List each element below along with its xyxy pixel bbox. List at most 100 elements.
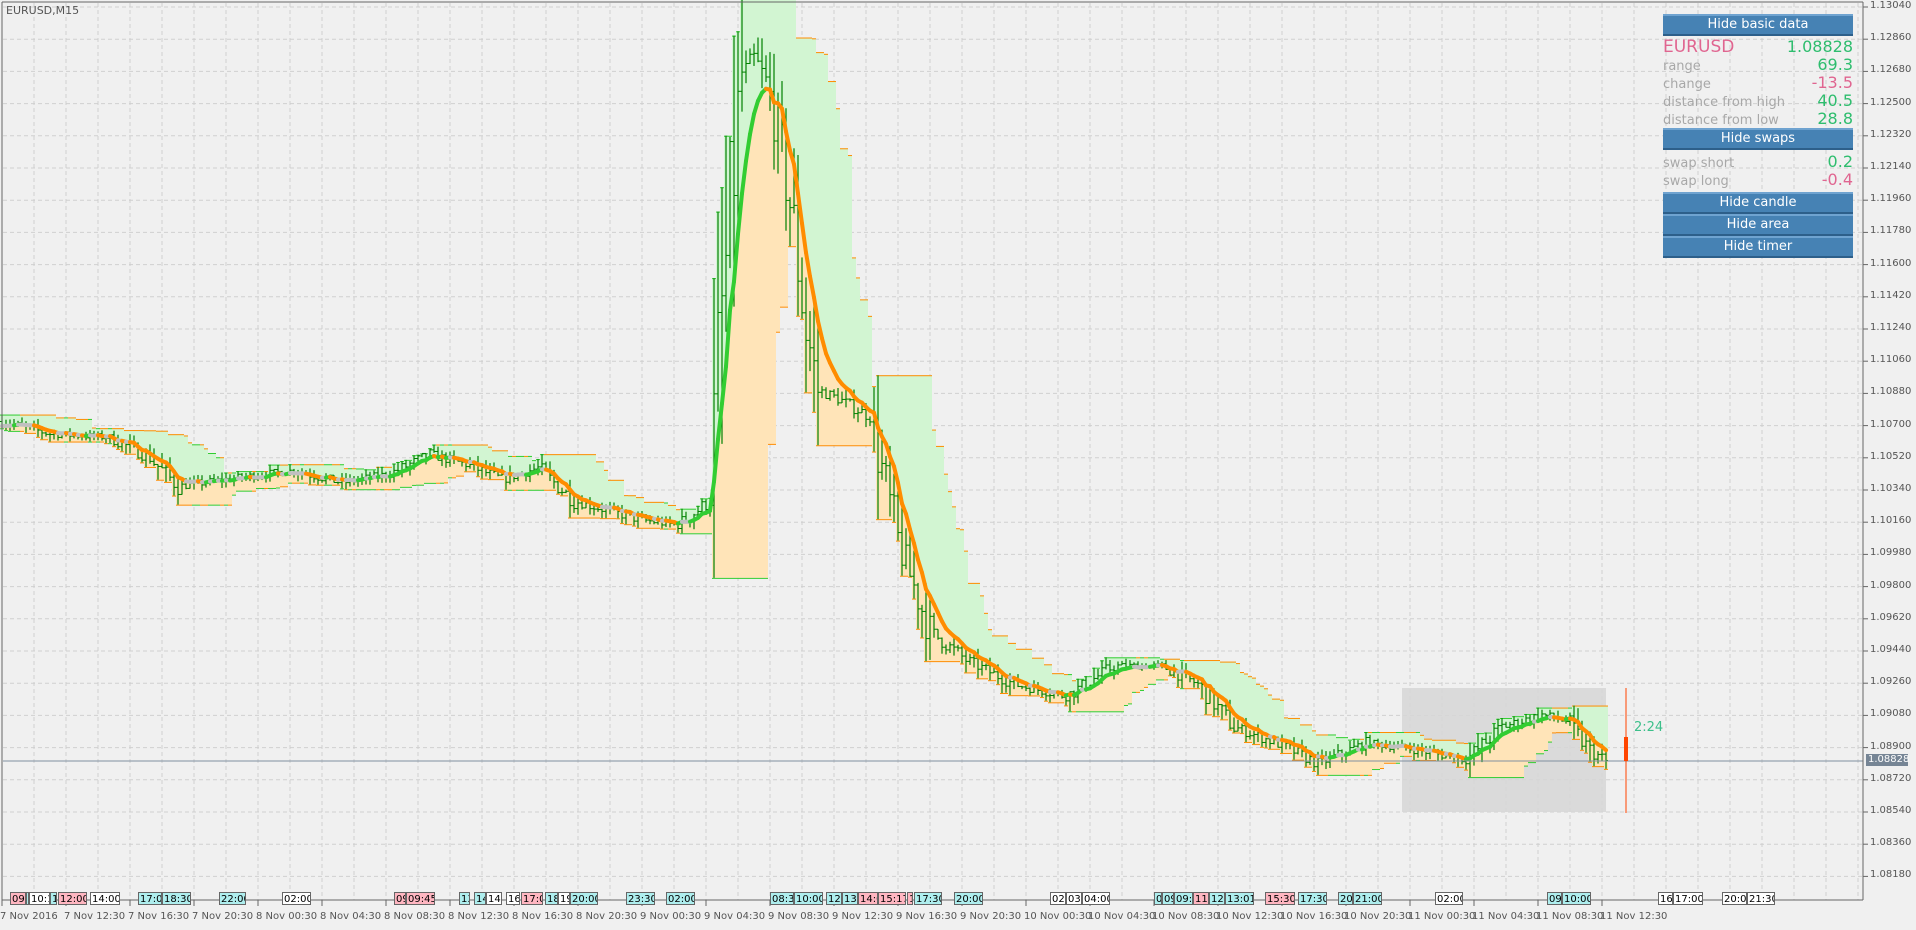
event-marker[interactable]: 17:30 <box>914 892 942 905</box>
band-upper-fill <box>1428 738 1432 751</box>
band-lower-fill <box>1396 746 1400 763</box>
event-marker[interactable]: 09: <box>1547 892 1562 905</box>
event-marker[interactable]: 0 <box>1154 892 1162 905</box>
band-upper-fill <box>332 464 336 479</box>
band-lower-edge <box>1540 753 1544 755</box>
band-lower-fill <box>224 480 228 505</box>
event-marker[interactable]: 09:4 <box>1174 892 1193 905</box>
band-upper-edge <box>1220 661 1224 663</box>
event-marker[interactable]: 12: <box>826 892 842 905</box>
event-marker[interactable]: 23:30 <box>626 892 655 905</box>
band-upper-edge <box>200 444 204 446</box>
event-marker[interactable]: 14:00 <box>90 892 120 905</box>
band-lower-edge <box>1048 702 1052 704</box>
event-marker[interactable]: 16: <box>1658 892 1673 905</box>
band-upper-edge <box>468 444 472 446</box>
band-upper-edge <box>528 455 532 457</box>
event-marker[interactable]: 03: <box>1066 892 1082 905</box>
band-upper-fill <box>584 454 588 501</box>
band-upper-edge <box>820 52 824 54</box>
band-lower-edge <box>784 306 788 308</box>
event-marker[interactable]: 1 <box>50 892 57 905</box>
event-marker[interactable]: 14: <box>486 892 502 905</box>
event-marker[interactable]: 1 <box>907 892 913 905</box>
event-marker[interactable]: 21:00 <box>1353 892 1382 905</box>
event-marker[interactable]: 20:0 <box>1722 892 1747 905</box>
event-marker[interactable]: 16: <box>506 892 520 905</box>
event-marker[interactable]: 18:30 <box>162 892 191 905</box>
band-lower-edge <box>112 446 116 448</box>
band-lower-edge <box>728 577 732 579</box>
band-upper-fill <box>572 454 576 495</box>
event-marker[interactable]: 14:0 <box>858 892 878 905</box>
event-marker[interactable]: 15:30 <box>1265 892 1295 905</box>
event-marker[interactable]: 11: <box>1193 892 1209 905</box>
band-upper-fill <box>140 430 144 450</box>
event-marker[interactable]: 08:30 <box>770 892 794 905</box>
event-marker[interactable]: 10:00 <box>794 892 823 905</box>
event-marker[interactable]: 17:30 <box>1298 892 1327 905</box>
band-upper-edge <box>32 414 36 416</box>
band-upper-edge <box>848 155 852 157</box>
event-marker[interactable]: 02:00 <box>1435 892 1463 905</box>
band-lower-fill <box>688 521 692 534</box>
hide-timer-button[interactable]: Hide timer <box>1663 236 1853 258</box>
event-marker[interactable]: 17:00 <box>1673 892 1703 905</box>
band-upper-edge <box>1184 660 1188 662</box>
event-marker[interactable]: 13: <box>842 892 858 905</box>
midline-segment <box>812 295 820 324</box>
y-tick-label: 1.12500 <box>1870 96 1912 108</box>
hide-candle-button[interactable]: Hide candle <box>1663 192 1853 214</box>
event-marker[interactable]: 02: <box>1050 892 1066 905</box>
band-lower-edge <box>376 489 380 491</box>
event-marker[interactable]: 10:00 <box>1562 892 1591 905</box>
y-tick-label: 1.09980 <box>1870 547 1912 559</box>
band-lower-edge <box>532 489 536 491</box>
band-lower-fill <box>260 477 264 488</box>
event-marker[interactable]: 12:00 <box>58 892 87 905</box>
event-marker[interactable]: 20: <box>1338 892 1353 905</box>
band-upper-edge <box>1232 661 1236 663</box>
event-marker[interactable]: 21:30 <box>1747 892 1775 905</box>
event-marker[interactable]: 04:00 <box>1082 892 1110 905</box>
band-lower-edge <box>932 661 936 663</box>
event-marker[interactable]: 17:0 <box>521 892 543 905</box>
band-upper-edge <box>108 428 112 430</box>
band-upper-edge <box>640 497 644 499</box>
event-marker[interactable]: 02:00 <box>666 892 695 905</box>
band-lower-edge <box>1280 752 1284 754</box>
hide-basic-data-button[interactable]: Hide basic data <box>1663 14 1853 36</box>
band-lower-fill <box>740 193 744 578</box>
event-marker[interactable]: 20:00 <box>954 892 983 905</box>
band-lower-edge <box>580 517 584 519</box>
event-marker[interactable]: 09:45 <box>406 892 435 905</box>
event-marker[interactable]: 09: <box>10 892 26 905</box>
event-marker[interactable]: 14 <box>474 892 486 905</box>
hide-swaps-button[interactable]: Hide swaps <box>1663 128 1853 150</box>
hide-area-button[interactable]: Hide area <box>1663 214 1853 236</box>
band-upper-edge <box>196 444 200 446</box>
band-lower-edge <box>488 479 492 481</box>
band-lower-edge <box>916 628 920 630</box>
x-tick-label: 7 Nov 12:30 <box>64 911 126 922</box>
band-upper-edge <box>648 501 652 503</box>
event-marker[interactable] <box>26 892 29 905</box>
x-tick-label: 9 Nov 16:30 <box>896 911 958 922</box>
event-marker[interactable]: 17:00 <box>138 892 162 905</box>
event-marker[interactable]: 15:17 <box>878 892 906 905</box>
event-marker[interactable]: 19 <box>558 892 570 905</box>
event-marker[interactable]: 13 <box>459 892 470 905</box>
band-upper-edge <box>1444 739 1448 741</box>
event-marker[interactable]: 22:00 <box>219 892 246 905</box>
event-marker[interactable]: 20:00 <box>570 892 598 905</box>
event-marker[interactable]: 02:00 <box>282 892 311 905</box>
event-marker[interactable]: 10:1 <box>29 892 50 905</box>
event-marker[interactable]: 18 <box>545 892 558 905</box>
band-upper-fill <box>1584 705 1588 732</box>
event-marker[interactable]: 13:01 <box>1225 892 1254 905</box>
event-marker[interactable]: 12: <box>1209 892 1225 905</box>
event-marker[interactable]: 09 <box>1162 892 1174 905</box>
band-upper-fill <box>1308 724 1312 753</box>
event-marker[interactable]: 09 <box>394 892 406 905</box>
